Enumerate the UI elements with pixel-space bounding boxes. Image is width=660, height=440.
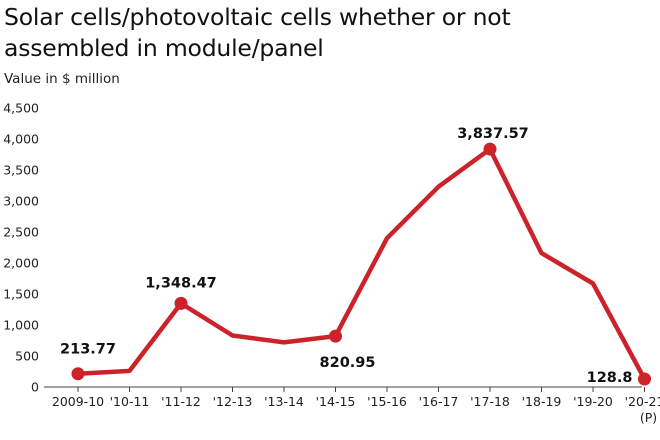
y-tick-label: 500 [15,349,39,364]
y-axis-label: Value in $ million [4,71,120,87]
x-tick-note: (P) [640,410,657,425]
data-point-marker [483,142,497,156]
x-tick-label: '20-21 [625,394,660,409]
y-tick-label: 1,500 [3,287,39,302]
data-point-marker [329,329,342,343]
x-tick-label: '10-11 [110,394,150,409]
y-tick-label: 3,000 [3,194,39,209]
y-axis-ticks: 0 500 1,000 1,500 2,000 2,500 3,000 3,500 4,000 4… [3,101,39,395]
x-tick-label: '14-15 [316,394,356,409]
data-label: 1,348.47 [145,275,217,291]
x-tick-label: 2009-10 [52,394,104,409]
x-axis-ticks: 2009-10 '10-11 '11-12 '12-13 '13-14 '14-15 '15… [52,387,660,425]
y-tick-label: 3,500 [3,163,39,178]
data-point-marker [174,296,188,310]
y-tick-label: 2,000 [3,256,39,271]
y-tick-label: 1,000 [3,318,39,333]
data-label: 3,837.57 [457,126,529,142]
y-tick-label: 2,500 [3,225,39,240]
data-point-marker [638,372,651,386]
x-tick-label: '17-18 [470,394,510,409]
x-tick-label: '19-20 [573,394,613,409]
x-tick-label: '16-17 [419,394,459,409]
data-label: 820.95 [320,355,376,371]
x-tick-label: '18-19 [522,394,562,409]
chart-title: Solar cells/photovoltaic cells whether o… [4,2,654,64]
x-tick-label: '11-12 [161,394,201,409]
data-label: 128.8 [587,370,633,386]
chart-title-line-2: assembled in module/panel [4,34,324,62]
x-tick-label: '12-13 [213,394,253,409]
data-label: 213.77 [60,342,116,358]
x-tick-label: '15-16 [367,394,407,409]
data-labels: 213.77 1,348.47 820.95 3,837.57 128.8 [60,126,632,386]
series-markers [71,142,651,386]
y-tick-label: 4,000 [3,132,39,147]
series-line [75,146,647,382]
x-tick-label: '13-14 [264,394,304,409]
chart-title-line-1: Solar cells/photovoltaic cells whether o… [4,3,511,31]
y-tick-label: 4,500 [3,101,39,116]
y-tick-label: 0 [31,380,39,395]
series-polyline [75,146,647,382]
data-point-marker [71,367,85,381]
